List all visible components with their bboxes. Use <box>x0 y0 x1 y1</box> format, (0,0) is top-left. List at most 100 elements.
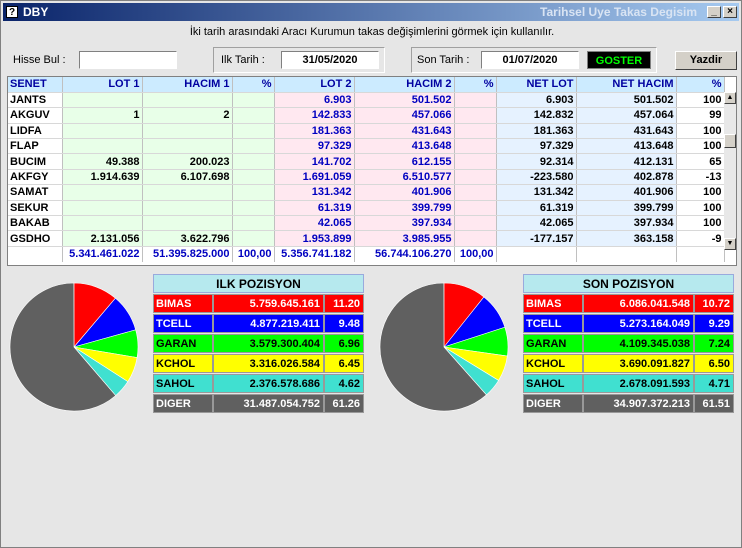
table-row[interactable]: SEKUR 61.319 399.799 61.319 399.799 100 <box>8 200 725 217</box>
table-cell: GSDHO <box>8 230 63 247</box>
pozisyon-name: KCHOL <box>523 354 583 373</box>
pozisyon-row: SAHOL 2.376.578.686 4.62 <box>153 374 364 393</box>
table-cell <box>454 138 497 155</box>
table-row[interactable]: BUCIM 49.388 200.023 141.702 612.155 92.314 41… <box>8 153 725 170</box>
pozisyon-name: SAHOL <box>153 374 213 393</box>
table-cell: 1.691.059 <box>274 169 355 186</box>
table-cell <box>454 230 497 247</box>
table-cell: 61.319 <box>274 200 355 217</box>
table-cell: 1.914.639 <box>62 169 143 186</box>
goster-button[interactable]: GOSTER <box>587 51 651 69</box>
table-cell: 3.622.796 <box>142 230 233 247</box>
table-cell: 363.158 <box>576 230 677 247</box>
table-row[interactable]: GSDHO 2.131.056 3.622.796 1.953.899 3.985.95… <box>8 230 725 247</box>
title-bar[interactable]: ? DBY Tarihsel Uye Takas Degisim _ × <box>3 3 739 21</box>
table-cell <box>62 184 143 201</box>
pozisyon-name: GARAN <box>153 334 213 353</box>
table-cell: 142.833 <box>274 107 355 124</box>
table-cell: 1.953.899 <box>274 230 355 247</box>
table-row[interactable]: SAMAT 131.342 401.906 131.342 401.906 100 <box>8 184 725 201</box>
column-header: % <box>676 77 725 93</box>
table-cell: -177.157 <box>496 230 577 247</box>
window-subtitle: Tarihsel Uye Takas Degisim <box>540 5 697 19</box>
table-cell <box>232 138 275 155</box>
scroll-up-icon[interactable]: ▲ <box>724 92 736 104</box>
pozisyon-pct: 9.29 <box>694 314 734 333</box>
table-cell: 131.342 <box>496 184 577 201</box>
pozisyon-pct: 9.48 <box>324 314 364 333</box>
table-cell: JANTS <box>8 92 63 109</box>
table-cell <box>232 153 275 170</box>
app-icon[interactable]: ? <box>6 6 18 18</box>
table-cell: 401.906 <box>354 184 455 201</box>
window-title: DBY <box>23 5 49 19</box>
pozisyon-pct: 6.45 <box>324 354 364 373</box>
table-cell: -9 <box>676 230 725 247</box>
hisse-search-input[interactable] <box>79 51 177 69</box>
table-cell: 397.934 <box>576 215 677 232</box>
pozisyon-row: KCHOL 3.316.026.584 6.45 <box>153 354 364 373</box>
table-row[interactable]: FLAP 97.329 413.648 97.329 413.648 100 <box>8 138 725 155</box>
table-cell <box>8 246 63 262</box>
pozisyon-pct: 10.72 <box>694 294 734 313</box>
table-cell: LIDFA <box>8 123 63 140</box>
table-cell: 100 <box>676 200 725 217</box>
son-pozisyon-title: SON POZISYON <box>523 274 734 293</box>
pozisyon-pct: 6.50 <box>694 354 734 373</box>
table-cell <box>454 169 497 186</box>
column-header: % <box>232 77 275 93</box>
table-cell: 100,00 <box>454 246 497 262</box>
grid-scrollbar[interactable]: ▲ ▼ <box>724 92 736 250</box>
table-cell: 99 <box>676 107 725 124</box>
table-cell <box>232 123 275 140</box>
table-cell: -13 <box>676 169 725 186</box>
table-cell: SEKUR <box>8 200 63 217</box>
table-row[interactable]: AKGUV 1 2 142.833 457.066 142.832 457.064 99 <box>8 107 725 124</box>
table-cell <box>454 215 497 232</box>
pozisyon-pct: 4.62 <box>324 374 364 393</box>
table-total-row[interactable]: 5.341.461.022 51.395.825.000 100,00 5.356.7… <box>8 246 725 262</box>
table-cell <box>62 138 143 155</box>
table-cell <box>576 246 677 262</box>
table-cell: 1 <box>62 107 143 124</box>
pozisyon-value: 4.877.219.411 <box>213 314 324 333</box>
table-cell <box>142 215 233 232</box>
column-header: LOT 2 <box>274 77 355 93</box>
table-row[interactable]: JANTS 6.903 501.502 6.903 501.502 100 <box>8 92 725 109</box>
takas-grid[interactable]: SENET LOT 1 HACIM 1% LOT 2 HACIM 2% NET LOT NE… <box>7 76 737 266</box>
table-cell: 431.643 <box>354 123 455 140</box>
scroll-down-icon[interactable]: ▼ <box>724 238 736 250</box>
table-cell: 3.985.955 <box>354 230 455 247</box>
pozisyon-value: 3.690.091.827 <box>583 354 694 373</box>
table-cell: AKFGY <box>8 169 63 186</box>
table-row[interactable]: AKFGY 1.914.639 6.107.698 1.691.059 6.510.57… <box>8 169 725 186</box>
pozisyon-row: DIGER 34.907.372.213 61.51 <box>523 394 734 413</box>
column-header: LOT 1 <box>62 77 143 93</box>
table-cell: 457.064 <box>576 107 677 124</box>
minimize-button[interactable]: _ <box>707 6 721 18</box>
table-cell: 56.744.106.270 <box>354 246 455 262</box>
table-cell: 2.131.056 <box>62 230 143 247</box>
pozisyon-pct: 7.24 <box>694 334 734 353</box>
column-header: NET HACIM <box>576 77 677 93</box>
scroll-thumb[interactable] <box>724 134 736 148</box>
ilk-tarih-input[interactable]: 31/05/2020 <box>281 51 379 69</box>
pozisyon-pct: 61.51 <box>694 394 734 413</box>
table-row[interactable]: BAKAB 42.065 397.934 42.065 397.934 100 <box>8 215 725 232</box>
table-cell: 431.643 <box>576 123 677 140</box>
pozisyon-name: TCELL <box>153 314 213 333</box>
pozisyon-name: BIMAS <box>523 294 583 313</box>
table-cell <box>232 230 275 247</box>
pie-slice-diger <box>9 282 117 412</box>
table-cell: 200.023 <box>142 153 233 170</box>
pozisyon-row: GARAN 4.109.345.038 7.24 <box>523 334 734 353</box>
pie-slice-diger <box>379 282 487 412</box>
table-cell: 49.388 <box>62 153 143 170</box>
son-tarih-group <box>411 47 657 73</box>
close-button[interactable]: × <box>723 6 737 18</box>
table-row[interactable]: LIDFA 181.363 431.643 181.363 431.643 100 <box>8 123 725 140</box>
son-tarih-input[interactable]: 01/07/2020 <box>481 51 579 69</box>
pozisyon-pct: 6.96 <box>324 334 364 353</box>
yazdir-button[interactable]: Yazdir <box>675 51 737 70</box>
ilk-tarih-label: Ilk Tarih : <box>221 54 265 66</box>
